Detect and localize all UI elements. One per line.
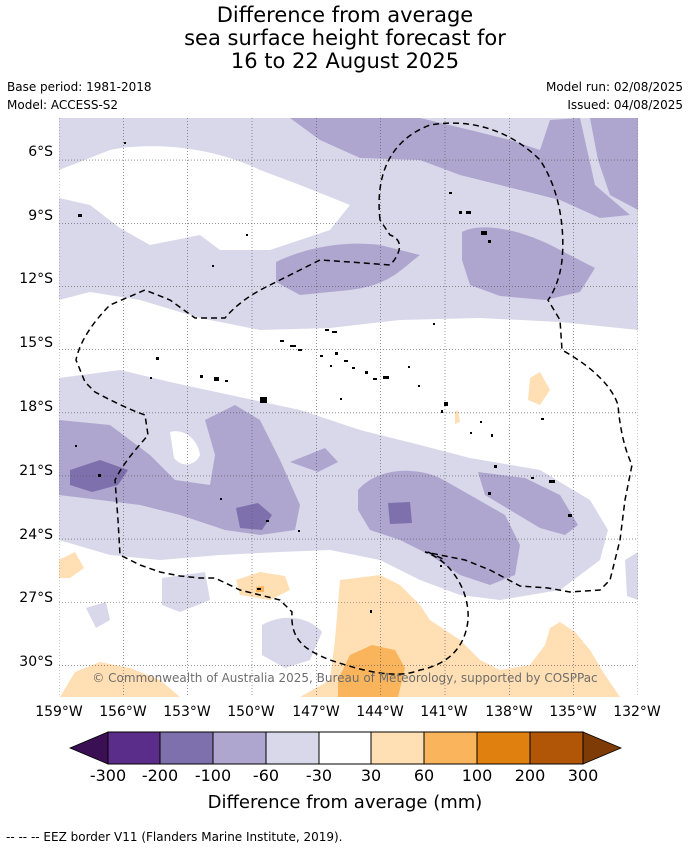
lon-label: 156°W — [99, 704, 147, 720]
colorbar-bin — [108, 732, 160, 764]
lon-label: 150°W — [227, 704, 275, 720]
colorbar-tick: 60 — [413, 766, 435, 785]
colorbar-bin — [319, 732, 371, 764]
meta-left: Base period: 1981-2018 Model: ACCESS-S2 — [7, 78, 152, 114]
title-line-2: sea surface height forecast for — [184, 26, 506, 50]
colorbar-bin — [424, 732, 477, 764]
colorbar-tick: -30 — [305, 766, 333, 785]
title-line-1: Difference from average — [216, 3, 474, 27]
lat-label: 12°S — [19, 271, 53, 287]
lat-label: 18°S — [19, 399, 53, 415]
colorbar-tick: 200 — [514, 766, 546, 785]
copyright-notice: © Commonwealth of Australia 2025, Bureau… — [92, 671, 597, 685]
colorbar-title: Difference from average (mm) — [207, 792, 483, 813]
map-title: Difference from average sea surface heig… — [0, 4, 690, 73]
colorbar-extend-low — [68, 731, 109, 765]
colorbar-tick: -200 — [141, 766, 179, 785]
title-line-3: 16 to 22 August 2025 — [230, 49, 460, 73]
eez-footnote: -- -- -- EEZ border V11 (Flanders Marine… — [6, 830, 343, 844]
lat-label: 30°S — [19, 654, 53, 670]
eez-borders — [75, 122, 633, 675]
colorbar-tick: -100 — [194, 766, 232, 785]
colorbar-bin — [530, 732, 583, 764]
lon-label: 141°W — [420, 704, 468, 720]
island-markers — [75, 142, 572, 613]
lat-label: 6°S — [28, 144, 53, 160]
colorbar-extend-high — [582, 731, 623, 765]
colorbar-outline — [107, 731, 584, 765]
colorbar-dividers — [159, 732, 531, 764]
colorbar-tick: -60 — [252, 766, 280, 785]
colorbar-bin — [213, 732, 266, 764]
model-name: Model: ACCESS-S2 — [7, 98, 119, 112]
lon-label: 132°W — [613, 704, 661, 720]
colorbar — [68, 731, 623, 765]
lon-label: 159°W — [35, 704, 83, 720]
colorbar-bin — [371, 732, 424, 764]
colorbar-tick: -300 — [89, 766, 127, 785]
colorbar-bin — [160, 732, 213, 764]
meta-right: Model run: 02/08/2025 Issued: 04/08/2025 — [546, 78, 683, 114]
lon-label: 138°W — [485, 704, 533, 720]
lon-label: 153°W — [163, 704, 211, 720]
lat-label: 21°S — [19, 463, 53, 479]
lat-label: 24°S — [19, 527, 53, 543]
lon-label: 135°W — [549, 704, 597, 720]
colorbar-bin — [266, 732, 319, 764]
lat-label: 27°S — [19, 590, 53, 606]
lat-label: 15°S — [19, 335, 53, 351]
model-run: Model run: 02/08/2025 — [545, 80, 683, 94]
lat-label: 9°S — [28, 208, 53, 224]
colorbar-bin — [477, 732, 530, 764]
colorbar-tick: 100 — [461, 766, 493, 785]
issued-date: Issued: 04/08/2025 — [567, 98, 683, 112]
anomaly-field — [59, 118, 638, 697]
colorbar-tick: 30 — [360, 766, 382, 785]
lon-label: 147°W — [292, 704, 340, 720]
colorbar-tick: 300 — [567, 766, 599, 785]
lon-label: 144°W — [356, 704, 404, 720]
gridlines — [59, 118, 638, 697]
base-period: Base period: 1981-2018 — [7, 80, 152, 94]
